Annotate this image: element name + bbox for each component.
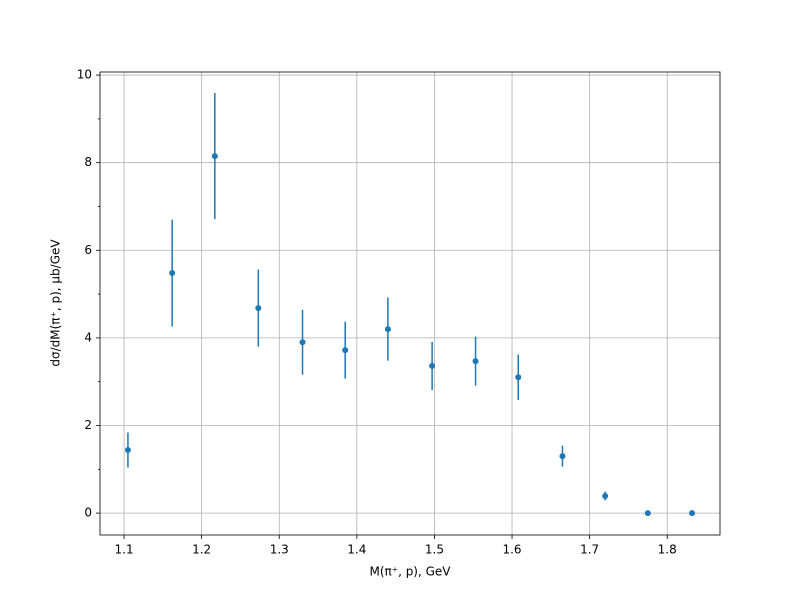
x-axis-label: M(π⁺, p), GeV [369,565,451,579]
data-point [255,305,262,312]
data-point [602,493,609,500]
data-point [169,270,176,277]
data-point [384,326,391,333]
y-axis-label: dσ/dM(π⁺, p), μb/GeV [49,239,63,367]
data-point [559,453,566,460]
data-point [644,510,651,517]
data-point [211,153,218,160]
x-tick-label: 1.4 [347,543,366,557]
y-tick-label: 0 [84,506,92,520]
x-tick-label: 1.5 [425,543,444,557]
data-point [429,362,436,369]
y-tick-label: 8 [84,155,92,169]
x-tick-label: 1.8 [658,543,677,557]
data-point [342,347,349,354]
y-tick-label: 10 [77,68,92,82]
data-point [299,339,306,346]
plot-frame [99,71,721,536]
x-tick-label: 1.1 [115,543,134,557]
x-tick-label: 1.2 [192,543,211,557]
y-tick-label: 6 [84,243,92,257]
y-tick-label: 4 [84,330,92,344]
x-tick-label: 1.6 [502,543,521,557]
data-point [124,447,131,454]
y-tick-label: 2 [84,418,92,432]
data-point [472,358,479,365]
x-tick-label: 1.7 [580,543,599,557]
data-point [689,510,696,517]
x-tick-label: 1.3 [270,543,289,557]
data-point [515,374,522,381]
